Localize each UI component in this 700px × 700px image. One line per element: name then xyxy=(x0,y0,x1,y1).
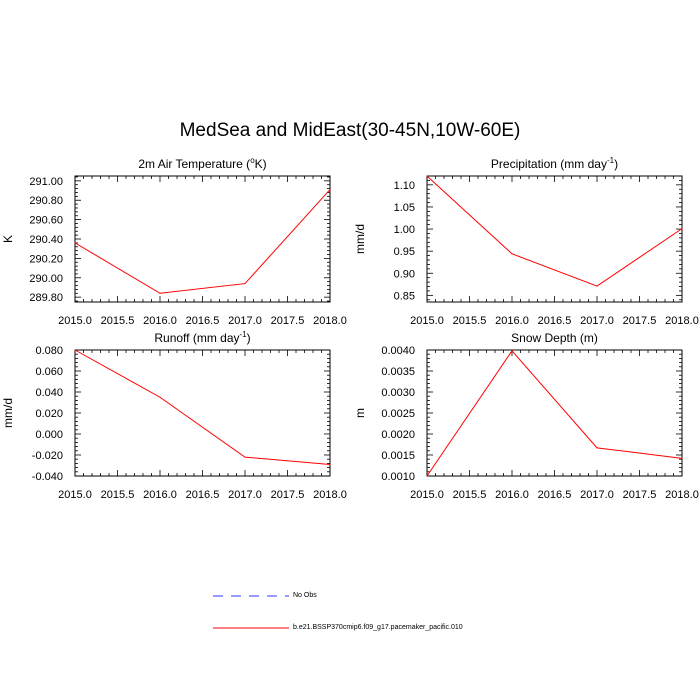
panel-title-0: 2m Air Temperature (oK) xyxy=(138,156,266,171)
y-tick-label-2: -0.040 xyxy=(32,471,63,483)
x-tick-label-1: 2016.5 xyxy=(538,315,572,327)
y-tick-label-2: 0.000 xyxy=(35,429,63,441)
y-axis-label-0: K xyxy=(1,235,15,243)
data-point-0-2 xyxy=(244,282,246,285)
data-point-2-3 xyxy=(329,463,331,466)
data-point-0-0 xyxy=(74,242,76,244)
y-axis-label-3: m xyxy=(353,408,367,418)
x-tick-label-3: 2017.0 xyxy=(580,489,614,501)
x-tick-label-2: 2015.0 xyxy=(58,489,92,501)
y-tick-label-0: 289.80 xyxy=(29,292,63,304)
data-point-3-0 xyxy=(426,475,428,477)
x-tick-label-2: 2015.5 xyxy=(101,489,135,501)
x-tick-label-0: 2016.5 xyxy=(186,315,220,327)
plot-frame-2 xyxy=(74,349,331,477)
x-tick-label-0: 2015.5 xyxy=(101,315,135,327)
y-tick-label-2: 0.080 xyxy=(35,345,63,357)
y-tick-label-0: 290.00 xyxy=(29,273,63,285)
data-point-1-2 xyxy=(596,285,598,287)
x-tick-label-3: 2015.5 xyxy=(453,489,487,501)
plot-frame-1 xyxy=(426,175,683,303)
x-tick-label-2: 2016.5 xyxy=(186,489,220,501)
x-tick-label-1: 2017.5 xyxy=(623,315,657,327)
y-tick-label-0: 290.80 xyxy=(29,195,63,207)
x-tick-label-1: 2018.0 xyxy=(665,315,699,327)
x-tick-label-0: 2018.0 xyxy=(313,315,347,327)
x-tick-label-3: 2015.0 xyxy=(410,489,444,501)
x-tick-label-0: 2017.5 xyxy=(271,315,305,327)
x-tick-label-3: 2017.5 xyxy=(623,489,657,501)
x-tick-label-1: 2017.0 xyxy=(580,315,614,327)
y-axis-label-1: mm/d xyxy=(353,224,367,254)
data-point-3-2 xyxy=(596,447,598,449)
y-tick-label-2: 0.020 xyxy=(35,408,63,420)
data-point-0-1 xyxy=(159,292,161,294)
data-point-3-1 xyxy=(511,350,513,352)
data-point-1-1 xyxy=(511,253,513,255)
y-tick-label-1: 0.90 xyxy=(394,268,415,280)
x-tick-label-0: 2017.0 xyxy=(228,315,262,327)
series-line-2-0 xyxy=(74,349,331,465)
data-point-2-2 xyxy=(244,456,246,458)
x-tick-label-1: 2015.0 xyxy=(410,315,444,327)
x-tick-label-2: 2017.0 xyxy=(228,489,262,501)
y-tick-label-0: 290.20 xyxy=(29,253,63,265)
data-point-2-1 xyxy=(159,396,161,398)
y-tick-label-1: 1.05 xyxy=(394,202,415,214)
data-point-1-0 xyxy=(426,175,428,177)
y-tick-label-0: 290.40 xyxy=(29,234,63,246)
data-point-2-0 xyxy=(74,349,76,351)
data-point-0-3 xyxy=(329,188,331,191)
x-tick-label-3: 2016.5 xyxy=(538,489,572,501)
x-tick-label-0: 2015.0 xyxy=(58,315,92,327)
y-tick-label-0: 291.00 xyxy=(29,176,63,188)
panel-title-2: Runoff (mm day-1) xyxy=(154,330,250,345)
y-tick-label-2: 0.060 xyxy=(35,366,63,378)
panel-title-1: Precipitation (mm day-1) xyxy=(491,156,618,171)
x-tick-label-2: 2018.0 xyxy=(313,489,347,501)
y-tick-label-3: 0.0020 xyxy=(381,429,415,441)
data-point-3-3 xyxy=(681,457,683,459)
x-tick-label-2: 2017.5 xyxy=(271,489,305,501)
data-point-1-3 xyxy=(681,228,683,230)
x-tick-label-0: 2016.0 xyxy=(143,315,177,327)
y-tick-label-1: 1.10 xyxy=(394,180,415,192)
y-tick-label-2: -0.020 xyxy=(32,450,63,462)
plot-frame-0 xyxy=(74,175,331,303)
y-tick-label-1: 1.00 xyxy=(394,224,415,236)
y-tick-label-3: 0.0035 xyxy=(381,366,415,378)
y-tick-label-3: 0.0010 xyxy=(381,471,415,483)
y-tick-label-2: 0.040 xyxy=(35,387,63,399)
y-tick-label-1: 0.95 xyxy=(394,246,415,258)
x-tick-label-2: 2016.0 xyxy=(143,489,177,501)
y-tick-label-3: 0.0040 xyxy=(381,345,415,357)
y-tick-label-3: 0.0030 xyxy=(381,387,415,399)
panel-title-3: Snow Depth (m) xyxy=(511,331,598,345)
y-tick-label-3: 0.0015 xyxy=(381,450,415,462)
y-tick-label-1: 0.85 xyxy=(394,290,415,302)
y-axis-label-2: mm/d xyxy=(1,398,15,428)
x-tick-label-3: 2018.0 xyxy=(665,489,699,501)
y-tick-label-0: 290.60 xyxy=(29,215,63,227)
y-tick-label-3: 0.0025 xyxy=(381,408,415,420)
figure-title: MedSea and MidEast(30-45N,10W-60E) xyxy=(179,120,521,141)
plot-frame-3 xyxy=(426,349,683,477)
x-tick-label-3: 2016.0 xyxy=(495,489,529,501)
series-line-0-0 xyxy=(74,189,331,294)
x-tick-label-1: 2016.0 xyxy=(495,315,529,327)
series-line-1-0 xyxy=(426,175,683,287)
series-line-3-0 xyxy=(426,350,683,477)
x-tick-label-1: 2015.5 xyxy=(453,315,487,327)
